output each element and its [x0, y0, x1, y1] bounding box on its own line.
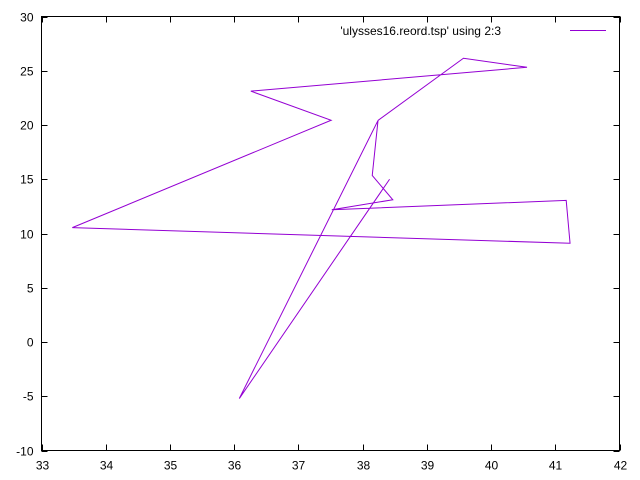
y-tick-label: -10 — [16, 445, 34, 459]
x-tick-label: 37 — [292, 459, 306, 473]
legend: 'ulysses16.reord.tsp' using 2:3 — [340, 24, 606, 38]
x-axis: 33 34 35 36 37 38 39 40 41 42 — [36, 16, 628, 473]
x-tick-label: 34 — [100, 459, 114, 473]
legend-label: 'ulysses16.reord.tsp' using 2:3 — [340, 24, 501, 38]
y-tick-label: 25 — [20, 65, 34, 79]
x-tick-label: 33 — [36, 459, 50, 473]
series-layer — [72, 57, 571, 399]
y-tick-label: 20 — [20, 119, 34, 133]
y-tick-label: 10 — [20, 228, 34, 242]
y-tick-label: 30 — [20, 11, 34, 25]
y-tick-label: -5 — [23, 390, 34, 404]
y-axis: -10 -5 0 5 10 15 20 25 30 — [16, 11, 620, 459]
x-tick-label: 38 — [357, 459, 371, 473]
series-line — [72, 57, 571, 399]
y-tick-label: 5 — [27, 282, 34, 296]
y-tick-label: 0 — [27, 336, 34, 350]
x-tick-label: 42 — [614, 459, 628, 473]
y-tick-label: 15 — [20, 173, 34, 187]
plot-frame — [41, 16, 620, 451]
x-tick-label: 39 — [421, 459, 435, 473]
x-tick-label: 35 — [164, 459, 178, 473]
x-tick-label: 36 — [228, 459, 242, 473]
x-tick-label: 40 — [485, 459, 499, 473]
x-tick-label: 41 — [549, 459, 563, 473]
